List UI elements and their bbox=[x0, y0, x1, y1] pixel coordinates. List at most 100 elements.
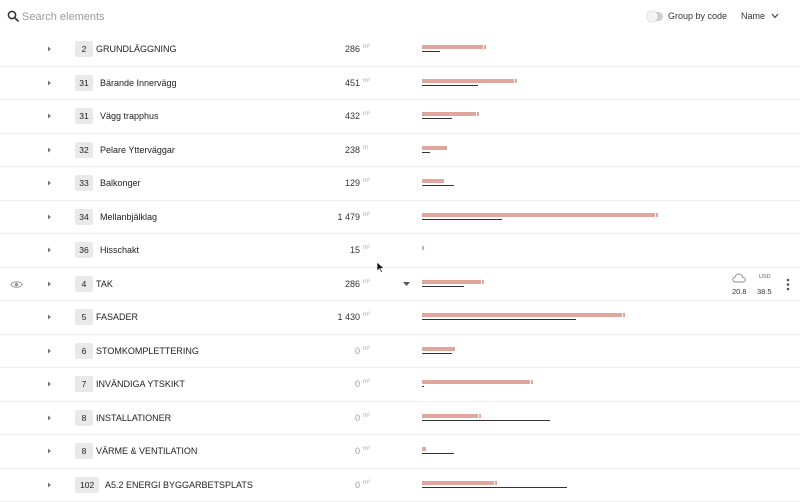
eye-icon[interactable] bbox=[10, 280, 23, 289]
code-badge: 36 bbox=[75, 242, 93, 258]
chevron-right-icon[interactable] bbox=[47, 180, 52, 186]
quantity-value: 286 bbox=[345, 279, 360, 289]
quantity-unit: m² bbox=[363, 245, 370, 251]
chevron-right-icon[interactable] bbox=[47, 247, 52, 253]
quantity-value: 451 bbox=[345, 78, 360, 88]
impact-bar-chart bbox=[422, 469, 782, 501]
chevron-right-icon[interactable] bbox=[47, 281, 52, 287]
group-by-code-toggle[interactable] bbox=[647, 12, 663, 21]
chevron-right-icon[interactable] bbox=[47, 214, 52, 220]
caret-down-icon[interactable] bbox=[403, 282, 410, 286]
chevron-right-icon[interactable] bbox=[47, 381, 52, 387]
impact-bar bbox=[422, 380, 530, 384]
quantity-unit: m² bbox=[363, 78, 370, 84]
chevron-right-icon[interactable] bbox=[47, 348, 52, 354]
reference-line bbox=[422, 353, 452, 354]
element-name: VÄRME & VENTILATION bbox=[96, 446, 197, 456]
quantity-value: 1 430 bbox=[337, 312, 360, 322]
quantity-value: 0 bbox=[355, 446, 360, 456]
quantity-value: 0 bbox=[355, 346, 360, 356]
quantity-unit: m² bbox=[363, 279, 370, 285]
quantity-unit: m² bbox=[363, 178, 370, 184]
quantity-unit: m² bbox=[363, 346, 370, 352]
code-badge: 31 bbox=[75, 75, 93, 91]
impact-bar-chart bbox=[422, 301, 782, 333]
impact-bar-chart bbox=[422, 234, 782, 266]
cloud-icon bbox=[732, 273, 746, 283]
reference-line bbox=[422, 319, 576, 320]
quantity-value: 15 bbox=[350, 245, 360, 255]
impact-bar-chart bbox=[422, 134, 782, 166]
sort-select[interactable]: Name bbox=[741, 11, 765, 21]
chevron-right-icon[interactable] bbox=[47, 448, 52, 454]
impact-bar-chart bbox=[422, 435, 782, 467]
chevron-right-icon[interactable] bbox=[47, 482, 52, 488]
quantity-unit: m² bbox=[363, 446, 370, 452]
element-name: Vägg trapphus bbox=[100, 111, 159, 121]
element-name: TAK bbox=[96, 279, 113, 289]
quantity-value: 0 bbox=[355, 480, 360, 490]
impact-bar bbox=[422, 347, 455, 351]
element-name: GRUNDLÄGGNING bbox=[96, 44, 177, 54]
element-name: INSTALLATIONER bbox=[96, 413, 171, 423]
chevron-down-icon[interactable] bbox=[771, 13, 779, 19]
impact-bar-chart bbox=[422, 335, 782, 367]
quantity-value: 1 479 bbox=[337, 212, 360, 222]
code-badge: 32 bbox=[75, 142, 93, 158]
impact-bar-chart bbox=[422, 33, 782, 65]
impact-bar bbox=[422, 79, 514, 83]
impact-bar bbox=[422, 179, 444, 183]
reference-line bbox=[422, 386, 424, 387]
impact-bar-chart bbox=[422, 402, 782, 434]
chevron-right-icon[interactable] bbox=[47, 314, 52, 320]
element-name: Mellanbjälklag bbox=[100, 212, 157, 222]
currency-label: USD bbox=[759, 274, 771, 280]
reference-line bbox=[422, 219, 502, 220]
code-badge: 8 bbox=[75, 410, 93, 426]
cost-value: 38.5 bbox=[757, 287, 772, 296]
code-badge: 33 bbox=[75, 175, 93, 191]
code-badge: 8 bbox=[75, 443, 93, 459]
quantity-value: 286 bbox=[345, 44, 360, 54]
impact-bar-chart bbox=[422, 100, 782, 132]
impact-bar-chart bbox=[422, 167, 782, 199]
impact-bar-chart bbox=[422, 201, 782, 233]
chevron-right-icon[interactable] bbox=[47, 147, 52, 153]
code-badge: 4 bbox=[75, 276, 93, 292]
search-input[interactable] bbox=[22, 7, 322, 27]
mouse-cursor-icon bbox=[376, 261, 385, 274]
reference-line bbox=[422, 152, 430, 153]
reference-line bbox=[422, 286, 464, 287]
element-name: A5.2 ENERGI BYGGARBETSPLATS bbox=[105, 480, 253, 490]
quantity-unit: m² bbox=[363, 111, 370, 117]
chevron-right-icon[interactable] bbox=[47, 46, 52, 52]
toolbar: Group by code Name bbox=[0, 0, 800, 34]
chevron-right-icon[interactable] bbox=[47, 80, 52, 86]
impact-bar bbox=[422, 481, 494, 485]
more-vertical-icon[interactable] bbox=[786, 278, 790, 291]
element-name: STOMKOMPLETTERING bbox=[96, 346, 199, 356]
impact-bar bbox=[422, 112, 476, 116]
reference-line bbox=[422, 185, 454, 186]
element-name: FASADER bbox=[96, 312, 138, 322]
chevron-right-icon[interactable] bbox=[47, 113, 52, 119]
element-name: Bärande Innervägg bbox=[100, 78, 177, 88]
reference-line bbox=[422, 118, 452, 119]
chevron-right-icon[interactable] bbox=[47, 415, 52, 421]
impact-bar-chart bbox=[422, 67, 782, 99]
